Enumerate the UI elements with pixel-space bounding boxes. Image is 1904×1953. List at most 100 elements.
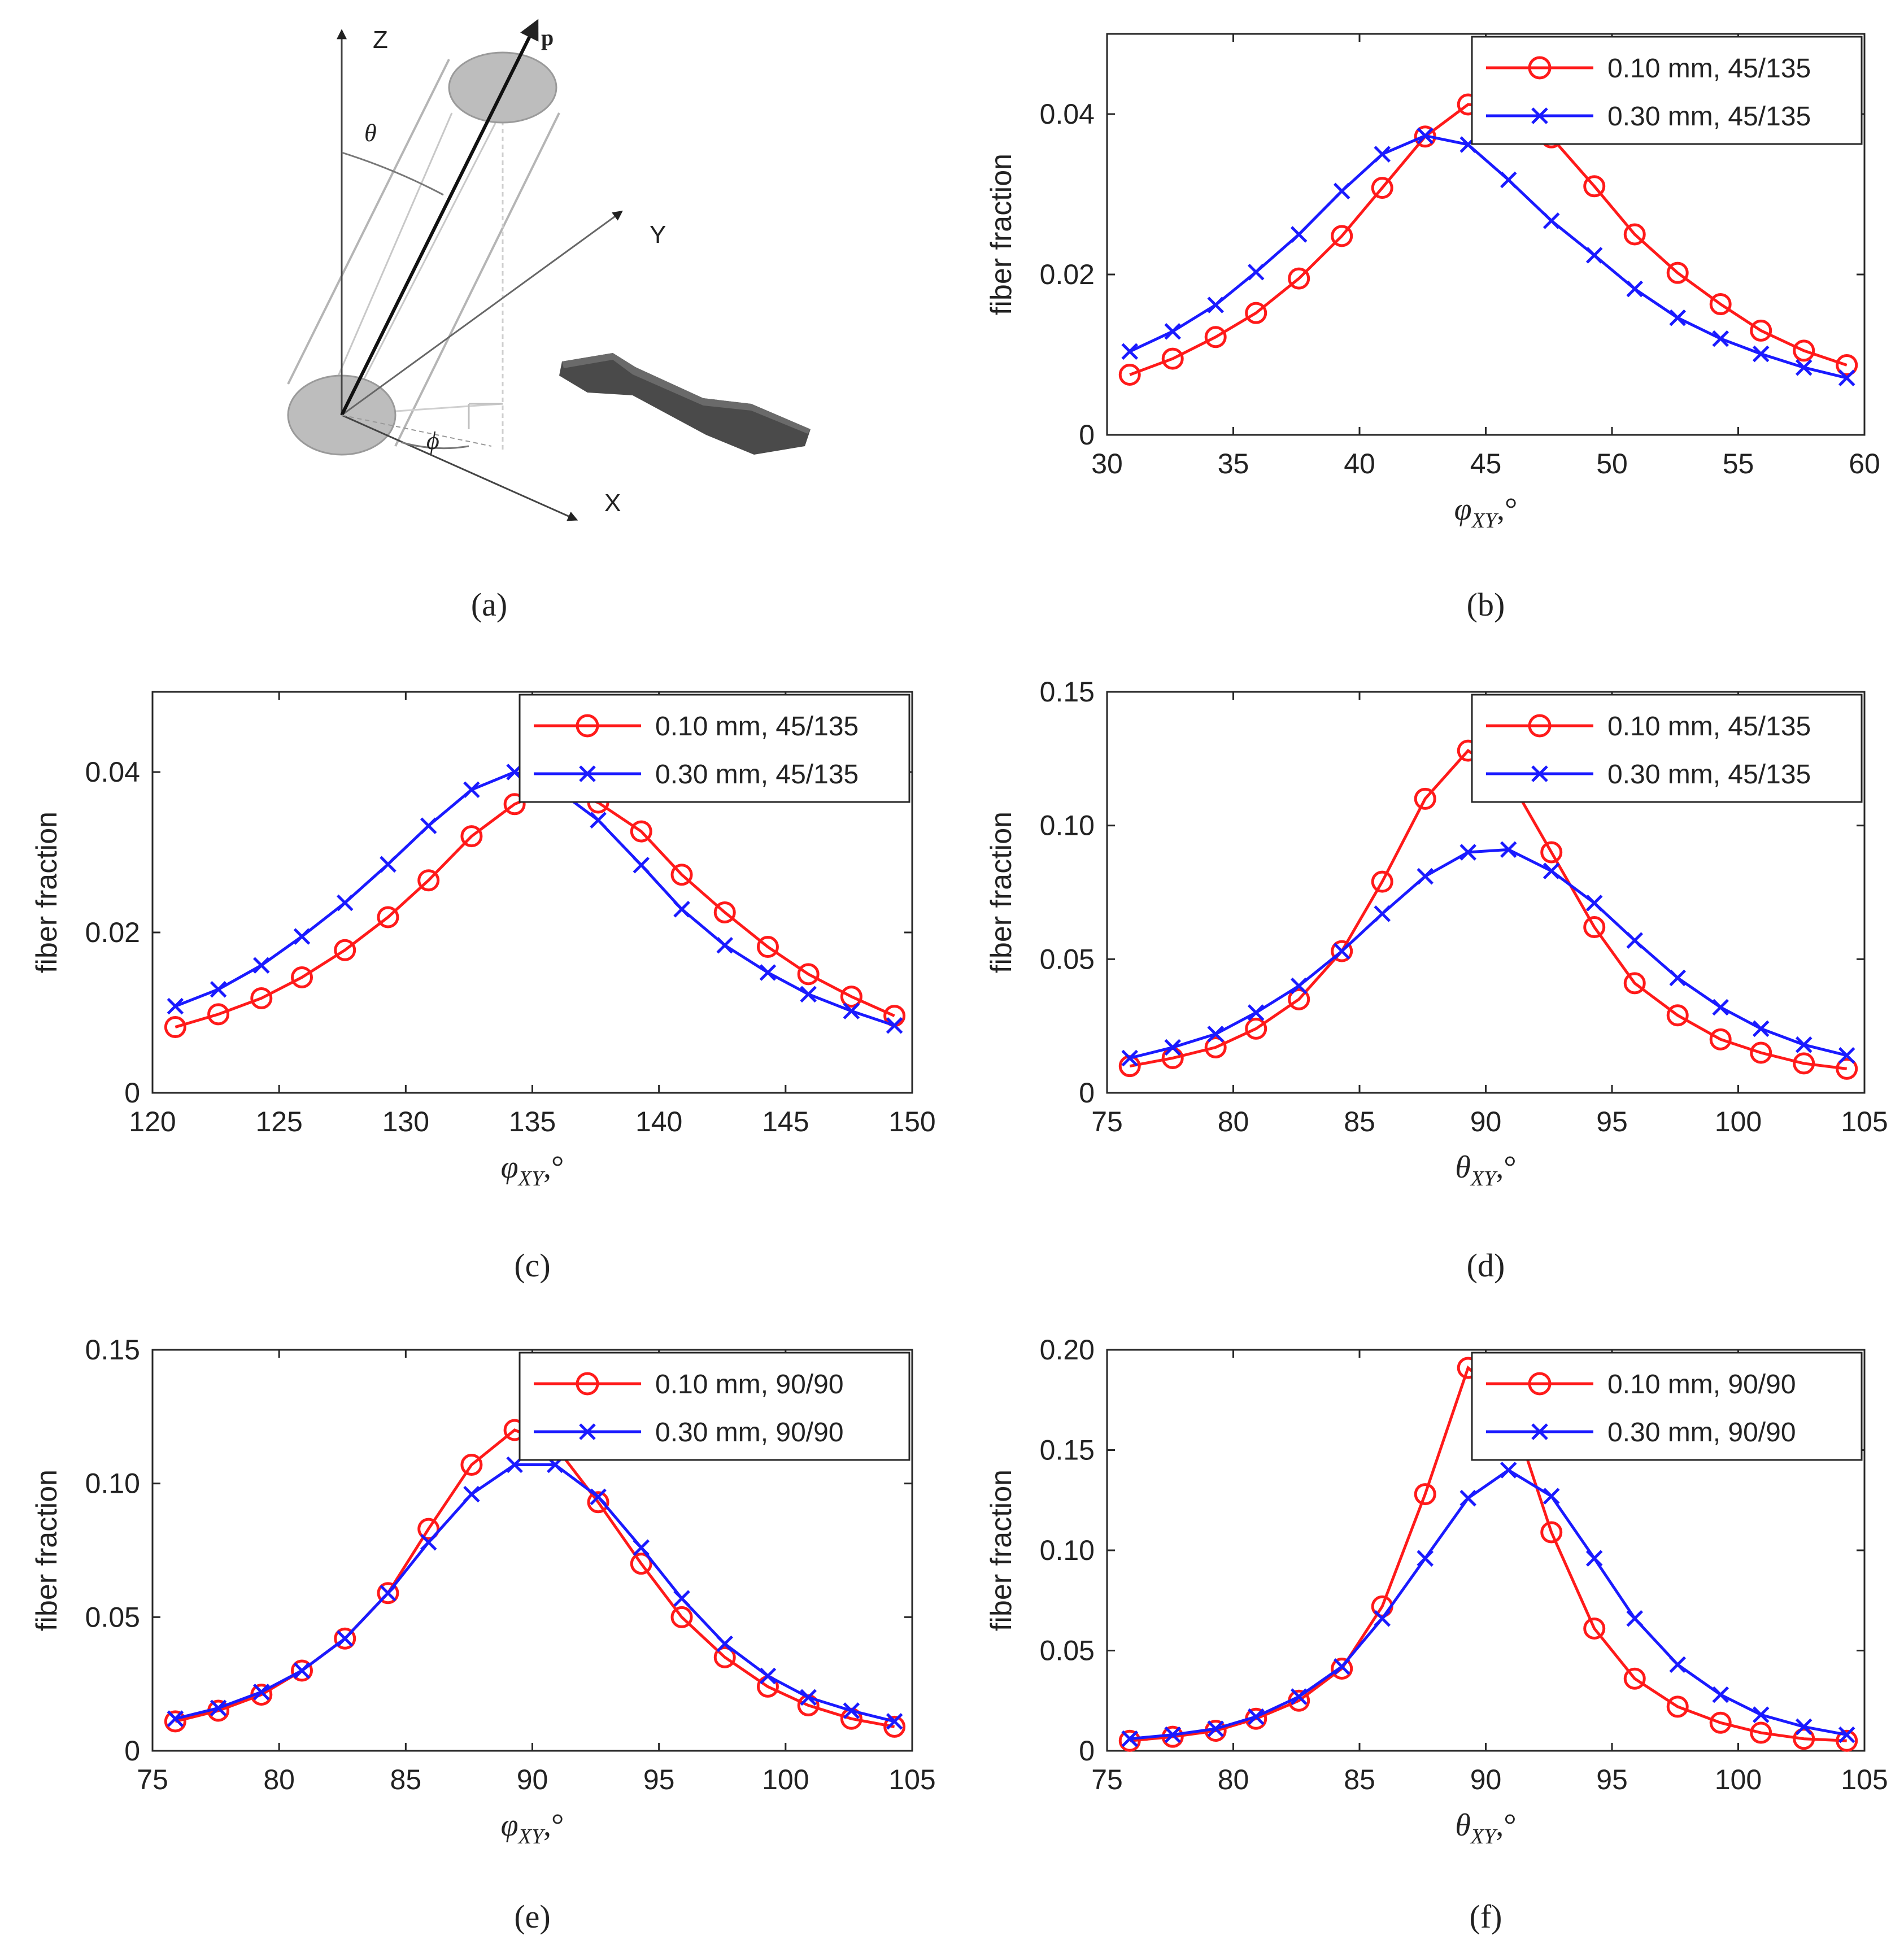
data-point	[1540, 1521, 1563, 1544]
data-point	[1583, 916, 1606, 939]
data-point	[1118, 1729, 1141, 1752]
data-point	[1164, 323, 1181, 340]
series-2	[167, 764, 903, 1034]
panel-f: 75 80 85 90 95 100 105 0 0.05 0.10 0.15 0.20 fiber f…	[955, 1316, 1904, 1950]
y-tick-label: 0.05	[85, 1601, 140, 1633]
legend-marker	[579, 1423, 596, 1440]
x-tick-label: 95	[1596, 1106, 1628, 1137]
series-line	[1129, 103, 1848, 376]
legend-box	[1471, 694, 1863, 803]
legend: 0.10 mm, 90/90 0.30 mm, 90/90	[1471, 1352, 1863, 1461]
data-point	[1669, 969, 1686, 987]
data-point	[1331, 940, 1353, 962]
y-axis-label: Y	[650, 221, 666, 249]
data-point	[1836, 354, 1858, 376]
x-tick-label: 100	[762, 1764, 809, 1795]
x-tick-label: 130	[382, 1106, 429, 1137]
x-axis-label: θXY,°	[1455, 1150, 1516, 1191]
data-point	[1333, 943, 1350, 960]
data-point	[1245, 302, 1267, 324]
data-point	[1247, 1708, 1265, 1725]
panel-caption: (b)	[1467, 586, 1505, 623]
data-point	[1709, 1711, 1732, 1734]
data-point	[1712, 999, 1729, 1016]
data-point	[1709, 1028, 1732, 1050]
data-point	[1371, 870, 1393, 893]
legend-marker	[576, 1372, 599, 1396]
x-tick-label: 85	[1344, 1764, 1375, 1795]
legend-item: 0.30 mm, 45/135	[1486, 760, 1811, 790]
panel-caption: (c)	[514, 1247, 550, 1284]
data-point	[167, 1710, 184, 1727]
x-tick-label: 80	[1218, 1764, 1249, 1795]
data-point	[713, 1646, 736, 1668]
data-point	[1669, 1656, 1686, 1673]
data-point	[1290, 977, 1308, 995]
x-tick-label: 60	[1849, 448, 1880, 479]
data-point	[1623, 1667, 1646, 1690]
data-point	[1331, 1657, 1353, 1680]
data-point	[207, 1003, 230, 1026]
data-point	[716, 936, 734, 954]
legend: 0.10 mm, 45/135 0.30 mm, 45/135	[1471, 36, 1863, 145]
data-point	[633, 856, 650, 874]
legend-marker	[1531, 765, 1548, 782]
data-point	[1417, 867, 1434, 885]
chart-d: 75 80 85 90 95 100 105 0 0.05 0.10 0.15 fiber fract…	[985, 676, 1888, 1284]
legend-marker	[1528, 714, 1552, 738]
data-point	[1838, 1726, 1855, 1743]
x-axis-label: φXY,°	[501, 1808, 564, 1849]
chart-c: 120 125 130 135 140 145 150 0 0.02 0.04 fiber frac…	[31, 691, 936, 1284]
data-point	[1752, 1706, 1770, 1723]
data-point	[673, 901, 690, 918]
data-point	[250, 987, 273, 1009]
data-point	[800, 986, 817, 1003]
data-point	[1752, 345, 1770, 363]
data-point	[420, 1534, 437, 1551]
data-point	[1374, 146, 1391, 163]
y-tick-label: 0.04	[85, 756, 140, 788]
data-point	[1623, 223, 1646, 246]
data-point	[253, 1684, 270, 1701]
data-point	[1500, 171, 1517, 189]
series-2	[1121, 841, 1855, 1067]
legend-item: 0.30 mm, 45/135	[1486, 102, 1811, 132]
data-point	[1161, 347, 1184, 370]
legend-item: 0.30 mm, 90/90	[534, 1418, 844, 1448]
data-point	[1204, 1036, 1227, 1059]
data-point	[1585, 247, 1603, 264]
legend-marker	[1528, 1372, 1552, 1396]
data-point	[1204, 326, 1227, 348]
data-point	[417, 1518, 440, 1540]
data-point	[1500, 1462, 1517, 1479]
data-point	[1838, 1047, 1855, 1064]
data-point	[1247, 263, 1265, 281]
x-tick-label: 105	[1841, 1764, 1888, 1795]
x-tick-label: 145	[762, 1106, 809, 1137]
panel-caption: (e)	[514, 1898, 550, 1935]
x-tick-label: 135	[509, 1106, 556, 1137]
legend-box	[519, 694, 910, 803]
data-point	[1333, 1658, 1350, 1675]
y-axis-label: fiber fraction	[985, 154, 1018, 315]
data-point	[377, 906, 399, 928]
data-point	[460, 1454, 483, 1476]
legend-label: 0.10 mm, 45/135	[655, 712, 859, 742]
x-tick-label: 80	[263, 1764, 295, 1795]
data-point	[1121, 343, 1138, 360]
legend-marker	[576, 714, 599, 738]
theta-angle-label: θ	[364, 119, 377, 147]
data-point	[840, 986, 862, 1008]
x-tick-label: 120	[129, 1106, 176, 1137]
x-tick-label: 95	[643, 1764, 675, 1795]
legend-label: 0.30 mm, 90/90	[1607, 1418, 1796, 1448]
x-tick-label: 125	[255, 1106, 302, 1137]
data-point	[164, 1016, 186, 1039]
series-1	[164, 776, 906, 1039]
data-point	[886, 1713, 903, 1730]
data-point	[336, 894, 354, 912]
data-point	[377, 1582, 399, 1605]
data-point	[630, 1553, 652, 1575]
data-point	[1795, 359, 1812, 376]
legend-label: 0.30 mm, 45/135	[1607, 102, 1811, 132]
